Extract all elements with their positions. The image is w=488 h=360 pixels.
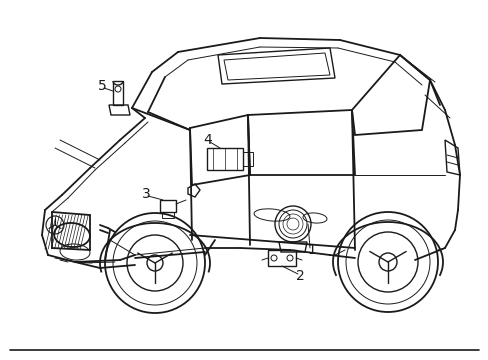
- Text: 5: 5: [98, 79, 106, 93]
- Text: 4: 4: [203, 133, 212, 147]
- Text: 1: 1: [307, 243, 316, 257]
- Text: 2: 2: [295, 269, 304, 283]
- Text: 3: 3: [142, 187, 150, 201]
